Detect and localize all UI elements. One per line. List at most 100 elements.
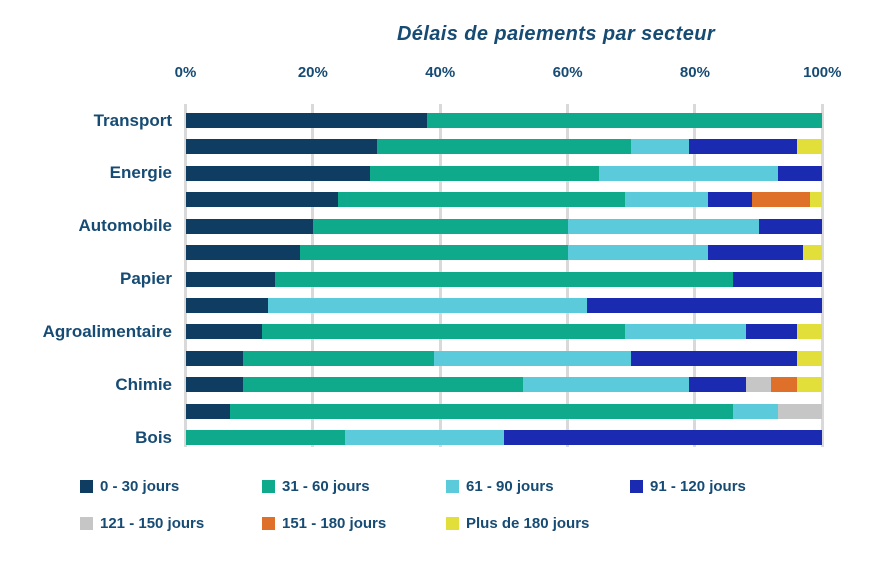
- bar-segment: [523, 377, 689, 393]
- bar-segment: [707, 192, 753, 208]
- bar-segment: [300, 245, 568, 261]
- chart-title: Délais de paiements par secteur: [396, 23, 716, 45]
- legend-swatch: [446, 516, 459, 530]
- bar-segment: [599, 165, 778, 181]
- bar-segment: [796, 324, 823, 340]
- bar-segment: [185, 245, 301, 261]
- x-axis-tick-label: 80%: [679, 64, 710, 81]
- y-axis-label: Transport: [93, 110, 172, 130]
- legend-item: 61 - 90 jours: [446, 477, 554, 495]
- bar-row: [185, 139, 823, 155]
- legend-swatch: [80, 479, 93, 493]
- legend-item: 31 - 60 jours: [262, 477, 370, 495]
- bar-segment: [758, 218, 823, 234]
- legend-item: 121 - 150 jours: [80, 514, 204, 532]
- bar-segment: [185, 271, 275, 287]
- x-axis-tick-label: 0%: [174, 64, 197, 81]
- bar-segment: [777, 403, 823, 419]
- bar-segment: [624, 324, 746, 340]
- bar-segment: [433, 350, 632, 366]
- bar-segment: [733, 271, 823, 287]
- x-axis-tick-label: 100%: [803, 64, 842, 81]
- legend-label: 91 - 120 jours: [650, 477, 746, 495]
- bar-row-bois: [185, 430, 823, 446]
- bar-segment: [771, 377, 797, 393]
- legend-swatch: [446, 479, 459, 493]
- bar-segment: [745, 377, 772, 393]
- bar-segment: [338, 192, 625, 208]
- legend-label: 31 - 60 jours: [282, 477, 370, 495]
- bar-segment: [242, 350, 434, 366]
- bar-segment: [185, 218, 313, 234]
- y-axis-label: Bois: [135, 427, 172, 447]
- bar-segment: [376, 139, 632, 155]
- bar-segment: [344, 430, 504, 446]
- bar-segment: [242, 377, 523, 393]
- y-axis-label: Automobile: [78, 216, 173, 236]
- bar-segment: [185, 113, 428, 128]
- legend-label: 121 - 150 jours: [100, 514, 205, 532]
- legend-swatch: [80, 516, 93, 530]
- bar-segment: [185, 350, 243, 366]
- bar-row-energie: [185, 165, 823, 181]
- legend-label: Plus de 180 jours: [466, 514, 590, 532]
- bar-row-papier: [185, 271, 823, 287]
- legend-swatch: [262, 516, 275, 530]
- gridline: [820, 104, 824, 447]
- legend-label: 61 - 90 jours: [466, 477, 554, 495]
- bar-row: [185, 403, 823, 419]
- bar-segment: [803, 245, 823, 261]
- bar-segment: [586, 297, 823, 313]
- bar-segment: [261, 324, 625, 340]
- bar-segment: [733, 403, 778, 419]
- bar-segment: [809, 192, 823, 208]
- bar-segment: [688, 139, 797, 155]
- bar-row: [185, 245, 823, 261]
- bar-segment: [185, 430, 345, 446]
- bar-segment: [624, 192, 708, 208]
- bar-segment: [777, 165, 823, 181]
- bar-row-transport: [185, 113, 823, 128]
- bar-segment: [631, 350, 797, 366]
- y-axis-label: Energie: [109, 163, 172, 183]
- legend-label: 151 - 180 jours: [282, 514, 387, 532]
- bar-segment: [427, 113, 823, 128]
- bar-segment: [567, 245, 708, 261]
- bar-segment: [185, 324, 262, 340]
- legend-item: 0 - 30 jours: [80, 477, 179, 495]
- bar-segment: [230, 403, 734, 419]
- x-axis-tick-label: 40%: [425, 64, 456, 81]
- bar-segment: [796, 139, 823, 155]
- bar-segment: [567, 218, 759, 234]
- bar-segment: [185, 377, 243, 393]
- bar-segment: [503, 430, 823, 446]
- bar-segment: [707, 245, 804, 261]
- bar-segment: [185, 192, 339, 208]
- bar-row-agroalimentaire: [185, 324, 823, 340]
- bar-segment: [185, 403, 231, 419]
- bar-row-chimie: [185, 377, 823, 393]
- legend-item: 91 - 120 jours: [630, 477, 746, 495]
- bar-segment: [370, 165, 600, 181]
- legend-label: 0 - 30 jours: [100, 477, 180, 495]
- bar-segment: [752, 192, 810, 208]
- bar-row-automobile: [185, 218, 823, 234]
- x-axis-tick-label: 60%: [552, 64, 583, 81]
- bar-segment: [185, 139, 377, 155]
- x-axis-tick-label: 20%: [297, 64, 328, 81]
- legend-swatch: [630, 479, 643, 493]
- bar-row: [185, 297, 823, 313]
- y-axis-label: Chimie: [115, 374, 172, 394]
- bar-row: [185, 192, 823, 208]
- bar-segment: [796, 350, 823, 366]
- legend-item: Plus de 180 jours: [446, 514, 589, 532]
- bar-segment: [631, 139, 689, 155]
- bar-segment: [688, 377, 746, 393]
- bar-segment: [185, 165, 371, 181]
- bar-segment: [312, 218, 568, 234]
- bar-segment: [185, 297, 269, 313]
- bar-segment: [796, 377, 823, 393]
- y-axis-label: Papier: [120, 269, 172, 289]
- bar-segment: [274, 271, 734, 287]
